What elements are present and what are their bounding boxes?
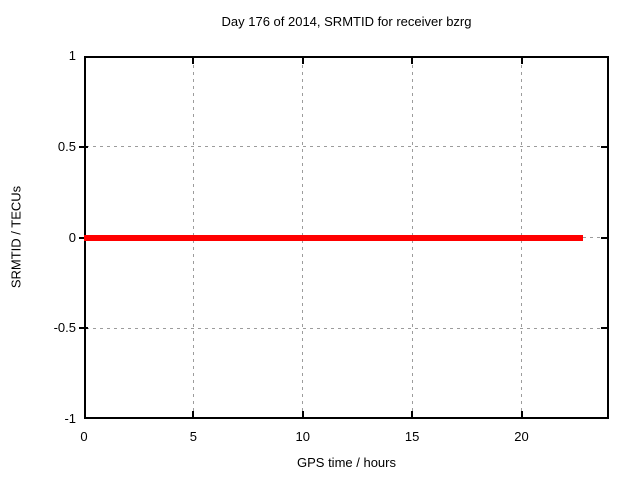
x-tick-mark-bottom	[520, 411, 523, 417]
y-tick-mark-right	[601, 236, 607, 239]
x-tick-mark-top	[520, 58, 523, 64]
y-tick-mark-left	[79, 327, 88, 330]
h-gridline	[86, 327, 607, 329]
y-tick-label: -0.5	[53, 320, 76, 336]
h-gridline	[86, 146, 607, 148]
y-tick-mark-left	[79, 236, 88, 239]
y-tick-label: 1	[68, 48, 76, 63]
y-tick-label: 0.5	[57, 138, 76, 154]
y-tick-mark-left	[79, 145, 88, 148]
x-tick-label: 0	[80, 429, 88, 444]
plot-border-top	[84, 56, 609, 58]
y-tick-label: -1	[64, 411, 76, 426]
y-tick-label: 0	[68, 229, 76, 245]
plot-border-right	[607, 56, 609, 419]
x-tick-mark-top	[192, 58, 195, 64]
data-series-line	[84, 234, 583, 241]
y-tick-mark-right	[601, 327, 607, 330]
x-tick-label: 10	[295, 429, 310, 444]
x-tick-label: 20	[514, 429, 529, 444]
x-tick-mark-top	[411, 58, 414, 64]
plot-border-bottom	[84, 417, 609, 419]
x-tick-mark-bottom	[411, 411, 414, 417]
x-tick-label: 15	[404, 429, 420, 444]
y-tick-mark-right	[601, 145, 607, 148]
x-tick-mark-bottom	[301, 411, 304, 417]
plot-area	[79, 56, 609, 419]
x-tick-label: 5	[189, 429, 197, 444]
x-tick-mark-bottom	[192, 411, 195, 417]
x-axis-title: GPS time / hours	[297, 455, 396, 470]
x-tick-mark-top	[301, 58, 304, 64]
chart-title: Day 176 of 2014, SRMTID for receiver bzr…	[221, 14, 472, 29]
